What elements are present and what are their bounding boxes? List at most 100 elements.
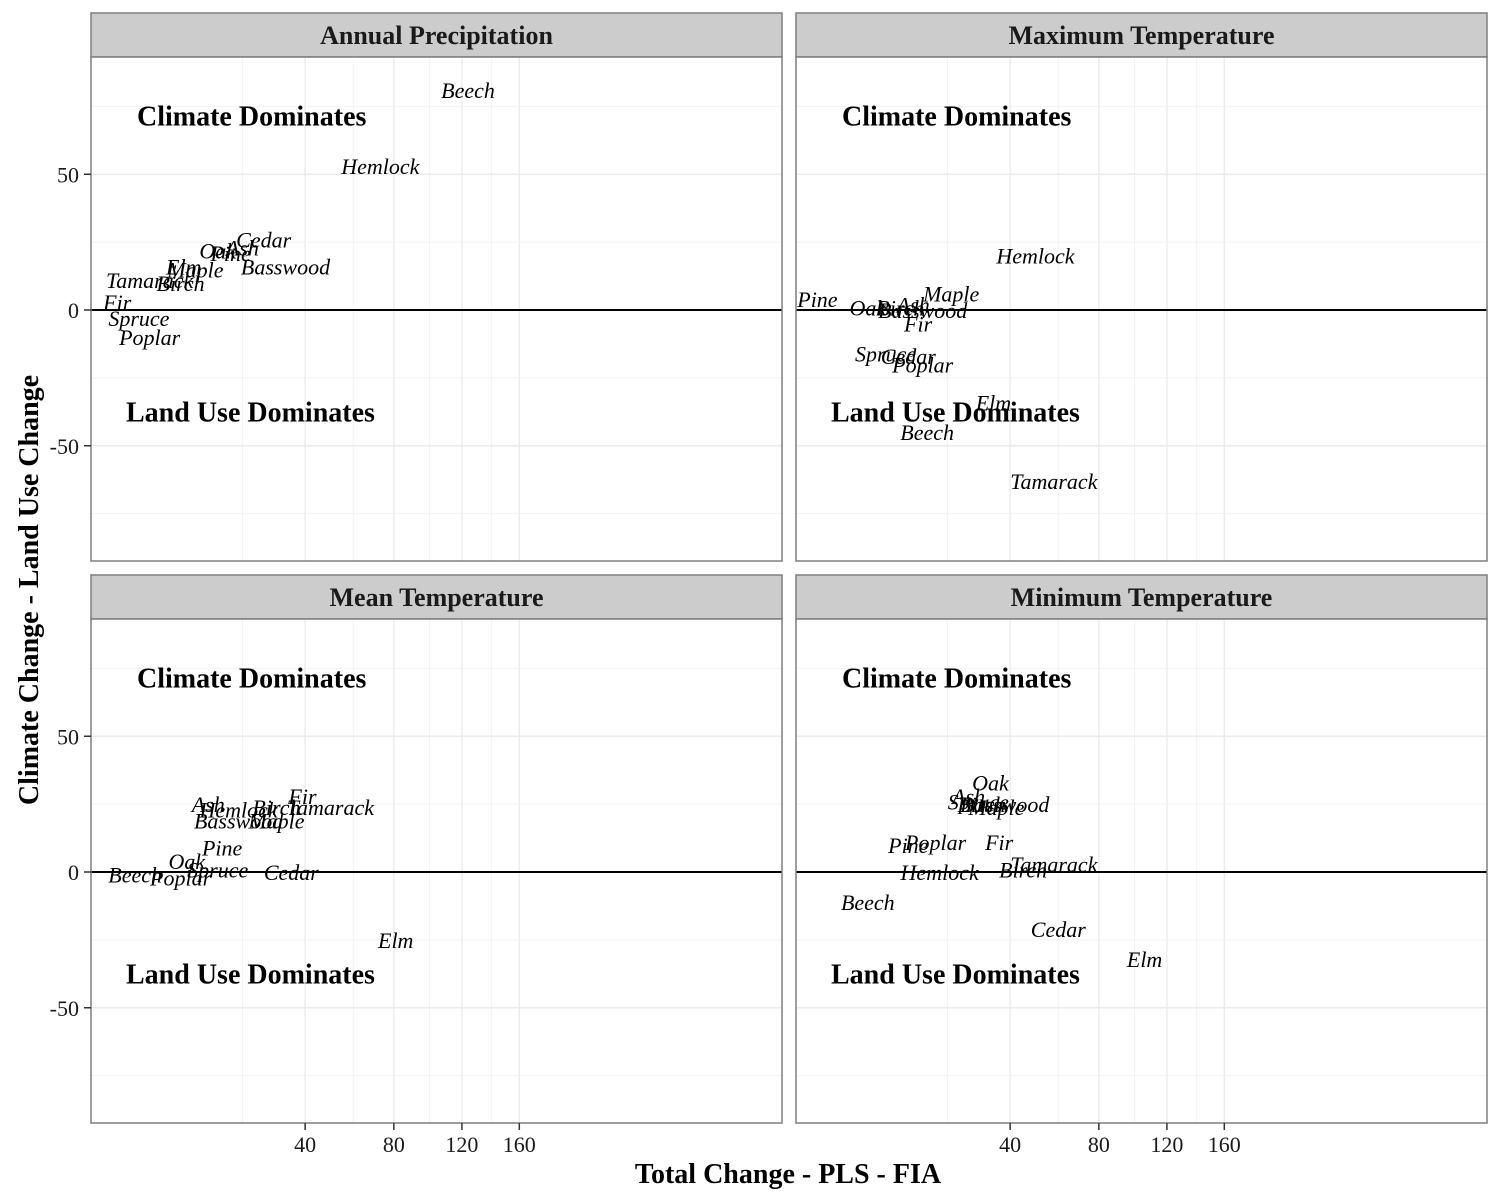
point-label: Hemlock — [900, 860, 980, 885]
y-tick-label: 0 — [68, 860, 79, 885]
panel-strip — [90, 12, 783, 58]
point-label: Fir — [102, 290, 132, 315]
x-tick-label: 40 — [294, 1132, 316, 1157]
panels-group: Annual Precipitation Climate Dominates Lan… — [90, 12, 1488, 1124]
point-label: Beech — [841, 890, 895, 915]
y-axis-ticks: 50 0 -50 50 0 -50 — [50, 162, 91, 1021]
x-tick-label: 40 — [999, 1132, 1021, 1157]
point-label: Oak — [168, 849, 206, 874]
y-tick-label: -50 — [50, 996, 79, 1021]
annotation-land-use-dominates: Land Use Dominates — [831, 959, 1080, 990]
point-label: Spruce — [187, 857, 248, 882]
panel-mean-temperature: Mean Temperature Climate Dominates Land Us… — [90, 574, 783, 1124]
point-label: Pine — [209, 241, 251, 266]
panel-strip — [90, 574, 783, 620]
point-label: Birch — [957, 792, 1005, 817]
point-label: Oak — [972, 770, 1010, 795]
point-label: Tamarack — [287, 795, 375, 820]
point-label: Spruce — [108, 306, 169, 331]
panel-border — [795, 56, 1488, 562]
panel-title: Minimum Temperature — [1011, 583, 1273, 612]
annotation-land-use-dominates: Land Use Dominates — [831, 397, 1080, 428]
point-label: Ash — [190, 792, 225, 817]
point-label: Oak — [849, 295, 887, 320]
x-tick-label: 120 — [445, 1132, 478, 1157]
annotation-climate-dominates: Climate Dominates — [842, 101, 1072, 132]
point-label: Tamarack — [106, 268, 194, 293]
point-label: Beech — [441, 78, 495, 103]
x-tick-label: 80 — [1088, 1132, 1110, 1157]
panel-minimum-temperature: Minimum Temperature Climate Dominates Land… — [795, 574, 1488, 1124]
annotation-climate-dominates: Climate Dominates — [137, 101, 367, 132]
point-label: Birch — [157, 271, 205, 296]
point-label: Cedar — [264, 860, 319, 885]
point-label: Hemlock — [995, 244, 1075, 269]
point-label: Ash — [895, 293, 930, 318]
point-label: Poplar — [118, 325, 181, 350]
point-label: Basswood — [878, 298, 968, 323]
point-label: Maple — [166, 257, 223, 282]
panel-maximum-temperature: Maximum Temperature Climate Dominates Land… — [795, 12, 1488, 562]
point-label: Spruce — [855, 341, 916, 366]
point-label: Poplar — [904, 830, 967, 855]
x-axis-title: Total Change - PLS - FIA — [635, 1159, 942, 1190]
panel-border — [90, 56, 783, 562]
point-label: Maple — [967, 795, 1024, 820]
point-label: Tamarack — [1010, 852, 1098, 877]
x-tick-label: 80 — [383, 1132, 405, 1157]
y-axis-title: Climate Change - Land Use Change — [14, 375, 45, 805]
point-label: Pine — [887, 833, 929, 858]
point-label: Hemlock — [198, 798, 278, 823]
annotation-land-use-dominates: Land Use Dominates — [126, 397, 375, 428]
point-label: Birch — [999, 857, 1047, 882]
point-label: Maple — [922, 282, 979, 307]
y-tick-label: -50 — [50, 434, 79, 459]
point-label: Fir — [984, 830, 1014, 855]
x-tick-label: 120 — [1150, 1132, 1183, 1157]
point-label: Fir — [903, 312, 933, 337]
point-label: Basswood — [241, 255, 331, 280]
point-label: Poplar — [891, 352, 954, 377]
annotation-land-use-dominates: Land Use Dominates — [126, 959, 375, 990]
point-label: Basswood — [194, 808, 284, 833]
panel-strip — [795, 12, 1488, 58]
panel-border — [795, 618, 1488, 1124]
point-label: Oak — [199, 238, 237, 263]
annotation-climate-dominates: Climate Dominates — [842, 663, 1072, 694]
point-label: Basswood — [960, 792, 1050, 817]
point-label: Pine — [796, 287, 838, 312]
point-label: Beech — [108, 863, 162, 888]
point-label: Cedar — [236, 227, 291, 252]
point-label: Tamarack — [1010, 469, 1098, 494]
point-label: Maple — [247, 808, 304, 833]
panel-title: Maximum Temperature — [1009, 21, 1275, 50]
point-label: Poplar — [149, 865, 212, 890]
point-label: Cedar — [881, 344, 936, 369]
point-label: Elm — [165, 255, 201, 280]
point-label: Ash — [950, 784, 985, 809]
point-label: Spruce — [948, 789, 1009, 814]
x-tick-label: 160 — [503, 1132, 536, 1157]
point-label: Fir — [287, 784, 317, 809]
point-label: Birch — [252, 795, 300, 820]
point-label: Beech — [900, 420, 954, 445]
point-label: Elm — [1126, 947, 1162, 972]
point-label: Birch — [876, 295, 924, 320]
y-tick-label: 50 — [57, 724, 79, 749]
panel-annual-precipitation: Annual Precipitation Climate Dominates Lan… — [90, 12, 783, 562]
point-label: Elm — [377, 928, 413, 953]
panel-border — [90, 618, 783, 1124]
x-tick-label: 160 — [1208, 1132, 1241, 1157]
y-tick-label: 50 — [57, 162, 79, 187]
y-tick-label: 0 — [68, 298, 79, 323]
annotation-climate-dominates: Climate Dominates — [137, 663, 367, 694]
point-label: Pine — [201, 836, 243, 861]
point-label: Cedar — [1031, 917, 1086, 942]
point-label: Elm — [975, 390, 1011, 415]
panel-title: Mean Temperature — [330, 583, 544, 612]
panel-strip — [795, 574, 1488, 620]
x-axis-ticks: 40 80 120 160 40 80 120 160 — [294, 1123, 1241, 1157]
point-label: Hemlock — [340, 154, 420, 179]
panel-title: Annual Precipitation — [320, 21, 553, 50]
